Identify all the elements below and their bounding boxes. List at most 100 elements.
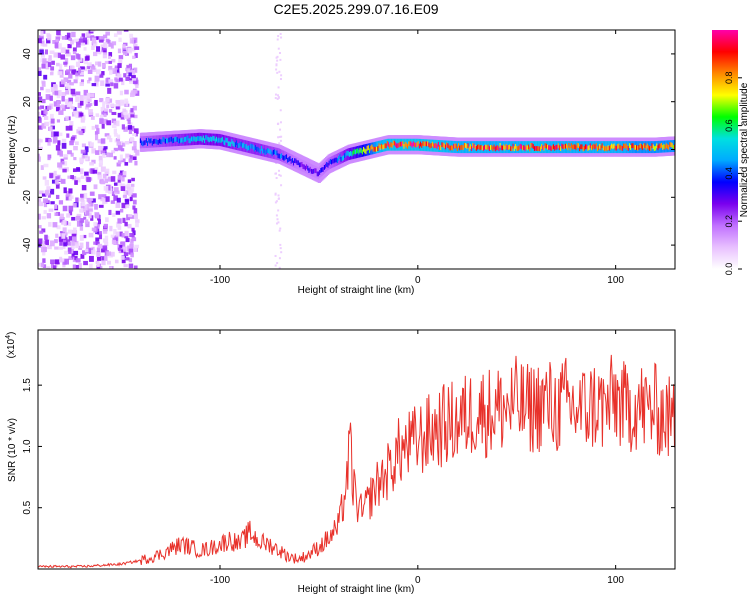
- noise-cell: [39, 49, 44, 55]
- colorbar-tick-label: 0.6: [724, 119, 734, 132]
- noise-cell: [53, 84, 57, 89]
- noise-cell: [65, 88, 70, 95]
- noise-cell: [123, 264, 128, 268]
- noise-cell: [117, 218, 122, 224]
- noise-cell: [82, 39, 88, 45]
- noise-cell: [86, 203, 91, 210]
- noise-cell: [44, 121, 49, 127]
- noise-cell: [47, 58, 52, 64]
- noise-cell: [50, 66, 55, 71]
- noise-cell: [51, 179, 57, 184]
- noise-cell: [51, 60, 55, 65]
- noise-cell: [79, 168, 84, 175]
- noise-cell: [135, 219, 140, 224]
- noise-cell: [119, 208, 124, 213]
- noise-cell: [102, 173, 107, 179]
- noise-cell: [46, 186, 51, 191]
- streak-cell: [279, 78, 282, 81]
- noise-cell: [115, 79, 120, 83]
- noise-cell: [50, 125, 55, 130]
- noise-cell: [129, 122, 133, 126]
- noise-cell: [43, 74, 48, 80]
- noise-cell: [88, 197, 94, 202]
- noise-cell: [132, 55, 136, 59]
- noise-cell: [75, 258, 81, 263]
- noise-cell: [79, 157, 84, 163]
- noise-cell: [96, 247, 101, 254]
- noise-cell: [82, 250, 87, 256]
- noise-cell: [85, 32, 91, 37]
- noise-cell: [54, 246, 59, 250]
- streak-cell: [277, 86, 280, 89]
- noise-cell: [63, 187, 67, 194]
- noise-cell: [98, 194, 102, 200]
- noise-cell: [38, 117, 42, 123]
- noise-cell: [38, 146, 43, 150]
- noise-cell: [81, 202, 86, 207]
- noise-cell: [68, 97, 73, 104]
- noise-cell: [73, 227, 77, 234]
- noise-cell: [83, 37, 88, 42]
- noise-cell: [101, 71, 105, 76]
- noise-cell: [128, 258, 133, 263]
- noise-cell: [121, 259, 126, 264]
- snr-series-line: [38, 354, 675, 569]
- noise-cell: [54, 203, 58, 209]
- noise-cell: [110, 200, 115, 204]
- streak-cell: [274, 93, 277, 96]
- noise-cell: [105, 83, 110, 87]
- noise-cell: [130, 238, 134, 243]
- noise-cell: [63, 242, 68, 247]
- noise-cell: [133, 208, 138, 214]
- noise-cell: [65, 190, 71, 197]
- noise-cell: [83, 47, 87, 51]
- noise-cell: [38, 213, 41, 220]
- noise-cell: [59, 256, 63, 263]
- noise-cell: [62, 263, 66, 268]
- noise-cell: [97, 174, 103, 180]
- noise-cell: [106, 104, 110, 109]
- noise-cell: [39, 105, 45, 109]
- noise-cell: [63, 153, 69, 158]
- spectrogram-y-tick-label: 20: [22, 96, 33, 108]
- noise-cell: [88, 30, 94, 34]
- noise-cell: [122, 194, 127, 198]
- noise-cell: [108, 79, 114, 83]
- noise-cell: [111, 111, 117, 116]
- noise-cell: [46, 213, 52, 219]
- noise-cell: [129, 196, 133, 202]
- noise-cell: [104, 133, 110, 137]
- snr-x-ticks: -100 0 100: [210, 330, 624, 586]
- noise-cell: [88, 212, 92, 219]
- noise-cell: [78, 38, 84, 45]
- noise-cell: [62, 205, 68, 212]
- noise-cell: [109, 152, 113, 158]
- noise-cell: [130, 252, 134, 258]
- snr-y-tick-label: 1.5: [22, 378, 33, 392]
- noise-cell: [73, 110, 79, 117]
- noise-cell: [121, 202, 127, 209]
- noise-cell: [47, 193, 51, 198]
- noise-cell: [94, 99, 98, 106]
- noise-cell: [100, 106, 106, 111]
- noise-cell: [130, 241, 134, 247]
- noise-cell: [131, 227, 135, 232]
- noise-cell: [64, 49, 70, 54]
- noise-cell: [110, 44, 114, 49]
- noise-cell: [83, 192, 88, 199]
- noise-cell: [79, 94, 85, 101]
- noise-cell: [110, 176, 116, 182]
- noise-cell: [58, 246, 63, 250]
- noise-cell: [86, 65, 91, 70]
- streak-cell: [278, 266, 281, 269]
- noise-cell: [127, 119, 131, 125]
- noise-cell: [53, 52, 59, 58]
- noise-cell: [127, 179, 132, 183]
- noise-cell: [133, 246, 138, 252]
- noise-cell: [84, 146, 89, 153]
- streak-cell: [278, 229, 281, 232]
- noise-cell: [79, 234, 84, 241]
- noise-cell: [132, 205, 136, 210]
- spectrogram-panel: -100 0 100 -40 -20 0 20 40 Height of straight …: [7, 29, 676, 296]
- noise-cell: [131, 69, 136, 75]
